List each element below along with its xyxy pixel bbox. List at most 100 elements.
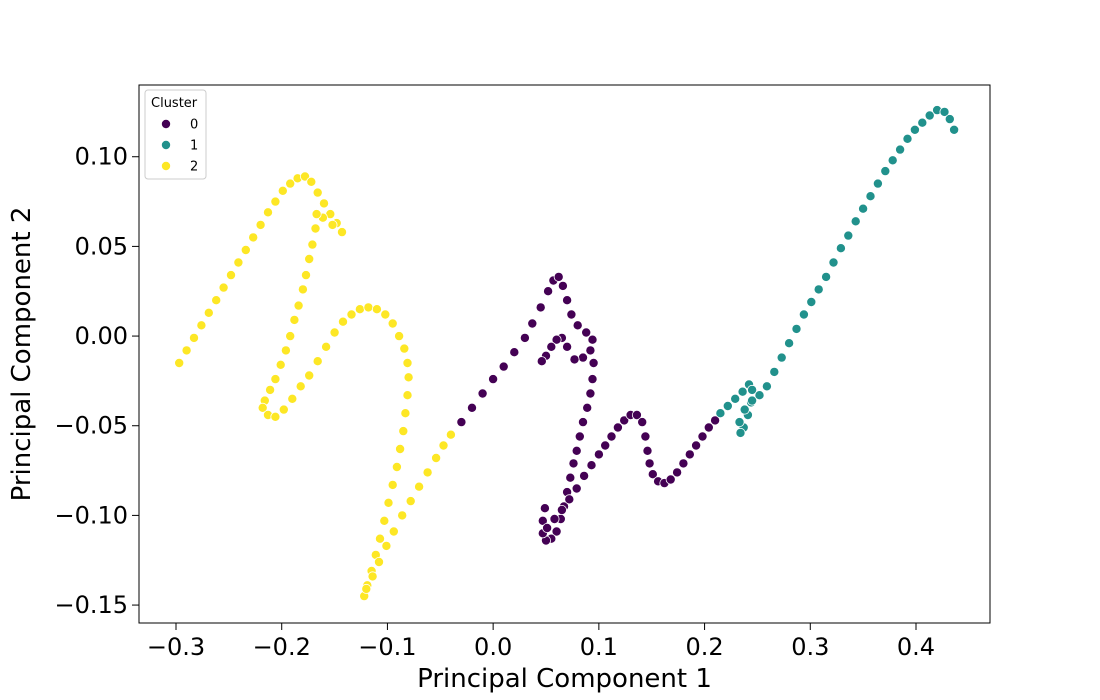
point-cluster-0 [539, 503, 550, 514]
point-cluster-2 [287, 393, 298, 404]
point-cluster-1 [850, 216, 861, 227]
series-2 [174, 171, 456, 602]
point-cluster-0 [571, 483, 582, 494]
point-cluster-0 [642, 445, 653, 456]
point-cluster-0 [578, 352, 589, 363]
point-cluster-1 [747, 384, 758, 395]
point-cluster-2 [277, 185, 288, 196]
point-cluster-1 [895, 144, 906, 155]
point-cluster-2 [312, 187, 323, 198]
point-cluster-2 [275, 359, 286, 370]
point-cluster-0 [672, 467, 683, 478]
point-cluster-1 [730, 393, 741, 404]
point-cluster-1 [739, 404, 750, 415]
points-layer [174, 105, 960, 602]
x-tick-label: 0.1 [580, 633, 618, 661]
point-cluster-0 [556, 504, 567, 515]
point-cluster-1 [776, 352, 787, 363]
point-cluster-1 [791, 323, 802, 334]
legend-label-1: 1 [190, 139, 198, 154]
point-cluster-1 [917, 117, 928, 128]
point-cluster-2 [285, 178, 296, 189]
point-cluster-2 [388, 526, 399, 537]
point-cluster-0 [684, 449, 695, 460]
point-cluster-1 [798, 309, 809, 320]
point-cluster-2 [402, 390, 413, 401]
legend-title: Cluster [151, 96, 198, 111]
point-cluster-0 [536, 356, 547, 367]
point-cluster-0 [631, 409, 642, 420]
point-cluster-2 [354, 304, 365, 315]
point-cluster-1 [880, 166, 891, 177]
point-cluster-2 [257, 402, 268, 413]
point-cluster-0 [551, 526, 562, 537]
point-cluster-2 [381, 540, 392, 551]
x-tick-label: 0.2 [685, 633, 723, 661]
point-cluster-0 [466, 402, 477, 413]
point-cluster-1 [939, 106, 950, 117]
point-cluster-0 [582, 402, 593, 413]
point-cluster-0 [549, 514, 560, 525]
point-cluster-2 [174, 357, 185, 368]
y-tick-label: 0.10 [75, 143, 128, 171]
y-tick-label: −0.05 [54, 412, 128, 440]
point-cluster-0 [488, 374, 499, 385]
point-cluster-1 [944, 114, 955, 125]
point-cluster-2 [196, 320, 207, 331]
point-cluster-2 [367, 571, 378, 582]
y-tick-label: 0.00 [75, 322, 128, 350]
point-cluster-2 [402, 357, 413, 368]
legend-marker-1 [160, 139, 171, 150]
point-cluster-2 [387, 479, 398, 490]
point-cluster-2 [422, 467, 433, 478]
point-cluster-0 [569, 354, 580, 365]
point-cluster-0 [640, 431, 651, 442]
point-cluster-1 [784, 338, 795, 349]
point-cluster-0 [519, 332, 530, 343]
point-cluster-2 [304, 370, 315, 381]
x-axis-ticks: −0.3 −0.2 −0.1 0.0 0.1 0.2 0.3 0.4 [147, 623, 935, 661]
point-cluster-0 [665, 474, 676, 485]
point-cluster-0 [565, 472, 576, 483]
point-cluster-2 [403, 372, 414, 383]
point-cluster-0 [535, 302, 546, 313]
plot-area-frame [138, 84, 991, 624]
point-cluster-2 [391, 461, 402, 472]
point-cluster-2 [295, 381, 306, 392]
point-cluster-2 [373, 557, 384, 568]
legend-marker-2 [160, 160, 171, 171]
point-cluster-1 [821, 271, 832, 282]
legend-marker-0 [160, 119, 171, 130]
point-cluster-2 [304, 253, 315, 264]
point-cluster-0 [568, 458, 579, 469]
point-cluster-0 [543, 286, 554, 297]
point-cluster-2 [346, 309, 357, 320]
point-cluster-2 [297, 284, 308, 295]
point-cluster-1 [872, 178, 883, 189]
point-cluster-0 [572, 320, 583, 331]
point-cluster-2 [361, 583, 372, 594]
legend-box [144, 89, 207, 180]
point-cluster-2 [318, 198, 329, 209]
point-cluster-0 [456, 417, 467, 428]
point-cluster-2 [405, 496, 416, 507]
point-cluster-0 [587, 334, 598, 345]
point-cluster-2 [400, 408, 411, 419]
point-cluster-2 [380, 309, 391, 320]
point-cluster-2 [270, 374, 281, 385]
point-cluster-1 [924, 110, 935, 121]
series-0 [456, 271, 721, 546]
point-cluster-2 [218, 282, 229, 293]
point-cluster-2 [379, 515, 390, 526]
point-cluster-0 [587, 374, 598, 385]
point-cluster-0 [697, 431, 708, 442]
point-cluster-0 [564, 494, 575, 505]
point-cluster-2 [321, 341, 332, 352]
point-cluster-1 [754, 390, 765, 401]
point-cluster-0 [710, 415, 721, 426]
legend-label-0: 0 [190, 118, 198, 133]
y-tick-label: −0.15 [54, 591, 128, 619]
point-cluster-0 [557, 280, 568, 291]
point-cluster-2 [225, 270, 236, 281]
point-cluster-2 [371, 304, 382, 315]
